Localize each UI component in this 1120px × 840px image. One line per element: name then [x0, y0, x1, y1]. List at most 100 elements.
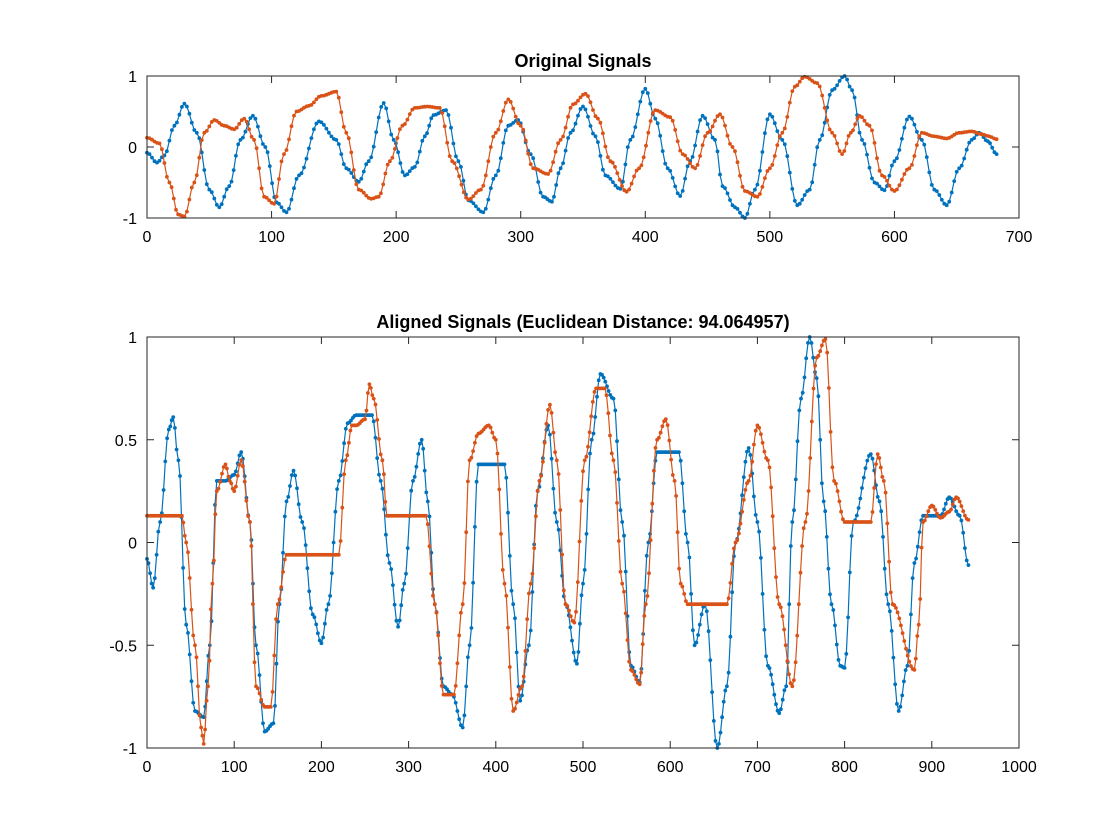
original-signals-series-2-point [561, 134, 565, 139]
aligned-signals-series-1-point [691, 628, 695, 633]
original-signals-series-2-point [526, 151, 531, 156]
aligned-signals-series-1-point [405, 546, 410, 550]
aligned-signals-series-1-point [425, 499, 430, 504]
original-signals-series-1-point [429, 116, 434, 121]
original-signals-series-2-point [381, 182, 386, 187]
aligned-signals-x-tick-label: 1000 [1001, 759, 1037, 776]
aligned-signals-series-2-point [643, 602, 648, 607]
original-signals-series-1-point [685, 164, 690, 169]
aligned-signals-series-1-point [868, 452, 873, 456]
aligned-signals-series-2-point [466, 479, 470, 484]
aligned-signals-series-1-point [169, 418, 174, 423]
original-signals-series-1-point [663, 161, 668, 166]
aligned-signals-series-2-point [900, 631, 905, 635]
original-signals-y-tick-label: 1 [128, 69, 137, 86]
original-signals-series-2-point [758, 192, 762, 196]
aligned-signals-series-2-point [818, 349, 823, 354]
original-signals-series-1-point [621, 179, 625, 184]
aligned-signals-series-1-point [779, 707, 783, 712]
aligned-signals-series-1-point [770, 682, 775, 687]
aligned-signals-series-1-point [553, 510, 557, 515]
original-signals-series-2-point [272, 201, 276, 206]
aligned-signals-series-1-point [915, 544, 920, 549]
original-signals-series-2-point [390, 155, 395, 160]
original-signals-series-1-point [735, 207, 740, 211]
original-signals-series-2-point [860, 115, 864, 120]
original-signals-series-2-point [624, 189, 629, 194]
aligned-signals-series-1-point [146, 561, 151, 566]
aligned-signals-series-1-point [255, 651, 260, 656]
aligned-signals-series-2-point [813, 363, 817, 368]
aligned-signals-series-1-point [685, 540, 690, 545]
original-signals-x-tick-label: 0 [143, 229, 152, 246]
aligned-signals-series-2-point [199, 725, 204, 730]
original-signals-series-2-point [777, 134, 782, 139]
original-signals-series-2-point [566, 114, 570, 119]
aligned-signals-series-1-point [373, 435, 378, 440]
original-signals-series-1-point [488, 186, 493, 191]
original-signals-series-1-point [959, 163, 964, 168]
aligned-signals-series-1-point [149, 581, 154, 586]
aligned-signals-series-1-point [342, 441, 346, 446]
original-signals-series-1-point [187, 111, 192, 116]
original-signals-series-1-point [723, 186, 727, 191]
original-signals-series-1-point [670, 176, 675, 180]
aligned-signals-series-2-point [488, 425, 493, 430]
original-signals-series-1-point [471, 201, 476, 206]
original-signals-series-2-point [615, 171, 620, 176]
aligned-signals-series-2-point [682, 592, 687, 596]
original-signals-series-2-point [840, 152, 844, 157]
original-signals-series-2-point [620, 184, 624, 188]
original-signals-series-2-point [162, 161, 167, 165]
original-signals-series-2-point [846, 134, 851, 138]
original-signals-series-2-point [289, 124, 294, 129]
original-signals-series-2-point [613, 165, 617, 169]
aligned-signals-series-1-point [800, 390, 805, 395]
original-signals-series-1-point [336, 142, 341, 147]
original-signals-series-1-point [253, 116, 258, 121]
aligned-signals-series-1-point [792, 508, 796, 513]
original-signals-series-2-point [361, 190, 366, 195]
aligned-signals-series-1-point [623, 569, 628, 574]
aligned-signals-series-2-point [251, 602, 255, 606]
original-signals-series-1-point [263, 145, 268, 149]
original-signals-series-2-point [910, 163, 914, 167]
original-signals-series-2-point [282, 152, 286, 157]
aligned-signals-x-tick-label: 800 [831, 759, 858, 776]
aligned-signals-series-2-point [383, 500, 388, 504]
original-signals-series-2-point [700, 143, 705, 148]
aligned-signals-y-tick-label: 0.5 [115, 433, 137, 450]
original-signals-series-1-point [299, 171, 304, 176]
aligned-signals-series-1-point [165, 436, 170, 441]
original-signals-series-1-point [924, 155, 929, 160]
aligned-signals-series-2-point [769, 485, 773, 490]
aligned-signals-series-1-point [780, 697, 785, 702]
aligned-signals-series-1-point [556, 527, 561, 532]
original-signals-series-2-point [346, 136, 351, 141]
original-signals-series-1-point [481, 210, 486, 215]
original-signals-series-2-point [259, 186, 264, 191]
aligned-signals-series-1-point [234, 469, 238, 474]
aligned-signals-series-1-point [336, 479, 341, 483]
original-signals-series-1-point [384, 106, 389, 111]
aligned-signals-series-2-point [957, 499, 962, 504]
aligned-signals-series-1-point [898, 704, 903, 709]
aligned-signals-series-1-point [909, 612, 913, 617]
original-signals-series-1-point [172, 123, 177, 128]
aligned-signals-series-2-point [216, 486, 221, 491]
aligned-signals-series-1-point [312, 615, 317, 620]
aligned-signals-series-1-point [166, 427, 171, 432]
aligned-signals-series-2-point [252, 660, 257, 665]
original-signals-series-1-point [217, 205, 222, 210]
aligned-signals-series-2-point [439, 684, 444, 688]
aligned-signals-series-1-point [378, 479, 383, 483]
aligned-signals-series-1-point [682, 509, 687, 514]
original-signals-series-1-point [678, 194, 683, 198]
aligned-signals-series-2-point [885, 521, 890, 526]
original-signals-series-1-point [556, 171, 561, 176]
aligned-signals-series-2-point [257, 691, 262, 696]
original-signals-series-2-point [174, 207, 178, 212]
aligned-signals-series-2-point [820, 343, 824, 348]
original-signals-series-2-point [738, 173, 742, 178]
aligned-signals-series-2-point [680, 584, 685, 589]
